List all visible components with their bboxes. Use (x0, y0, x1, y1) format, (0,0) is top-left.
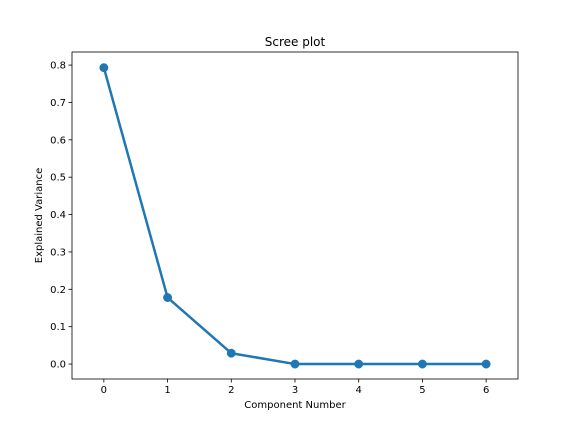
data-point-0 (99, 63, 109, 73)
y-tick-label-0-4: 0.4 (50, 210, 66, 221)
x-tick-label-6: 6 (483, 385, 489, 396)
y-tick-label-0-8: 0.8 (50, 61, 66, 72)
y-tick-label-0-1: 0.1 (50, 322, 66, 333)
y-tick-label-0: 0.0 (50, 360, 66, 371)
y-tick-label-0-2: 0.2 (50, 285, 66, 296)
x-tick-label-3: 3 (292, 385, 298, 396)
x-axis-ticks: 0 1 2 3 4 5 6 (101, 379, 489, 396)
data-point-5 (417, 359, 427, 369)
x-tick-label-1: 1 (164, 385, 170, 396)
y-axis-ticks: 0.0 0.1 0.2 0.3 0.4 0.5 0.6 0.7 0.8 (50, 61, 72, 371)
chart-title: Scree plot (265, 35, 326, 49)
data-point-4 (354, 359, 364, 369)
data-point-3 (290, 359, 300, 369)
y-tick-label-0-3: 0.3 (50, 247, 66, 258)
x-axis-label: Component Number (244, 400, 346, 411)
x-tick-label-0: 0 (101, 385, 107, 396)
x-tick-label-2: 2 (228, 385, 234, 396)
x-tick-label-4: 4 (356, 385, 362, 396)
series-line-0 (102, 66, 488, 366)
data-point-1 (163, 293, 173, 302)
y-tick-label-0-6: 0.6 (50, 135, 66, 146)
data-point-2 (226, 348, 236, 358)
y-tick-label-0-7: 0.7 (50, 98, 66, 109)
x-tick-label-5: 5 (419, 385, 425, 396)
y-axis-label: Explained Variance (34, 168, 45, 263)
data-point-6 (481, 359, 491, 369)
y-tick-label-0-5: 0.5 (50, 173, 66, 184)
plot-frame (71, 51, 519, 380)
series-layer (99, 63, 491, 369)
